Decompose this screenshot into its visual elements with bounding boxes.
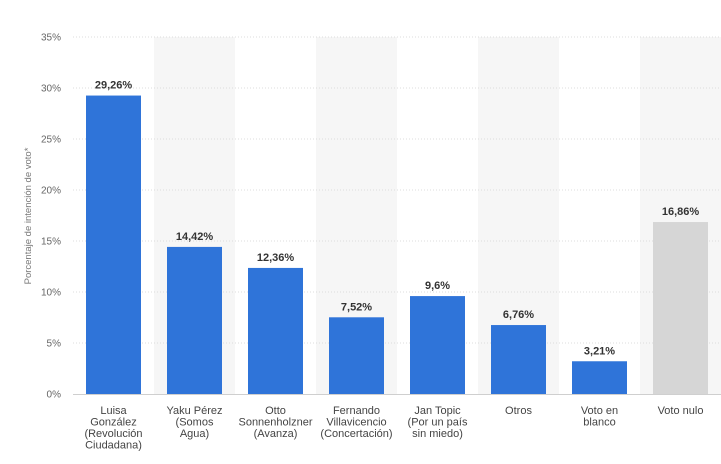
x-tick-label: Jan Topic (Por un país sin miedo) xyxy=(408,405,468,440)
data-label: 3,21% xyxy=(584,345,615,357)
y-tick-label: 10% xyxy=(41,288,61,299)
bar[interactable] xyxy=(329,317,384,394)
x-tick-label: Voto en blanco xyxy=(581,405,618,429)
x-tick-label: Otros xyxy=(505,405,532,417)
y-tick-label: 15% xyxy=(41,237,61,248)
bar[interactable] xyxy=(653,222,708,394)
bar[interactable] xyxy=(86,95,141,394)
data-labels: 29,26% 14,42% 12,36% 7,52% 9,6% 6,76% 3,21% 16,… xyxy=(95,80,700,358)
y-tick-label: 0% xyxy=(47,390,62,401)
data-label: 6,76% xyxy=(503,309,534,321)
y-tick-label: 20% xyxy=(41,186,61,197)
data-label: 7,52% xyxy=(341,301,372,313)
y-tick-label: 5% xyxy=(47,339,62,350)
data-label: 12,36% xyxy=(257,252,295,264)
x-tick-label: Yaku Pérez (Somos Agua) xyxy=(166,405,222,440)
x-tick-label: Fernando Villavicencio (Concertación) xyxy=(320,405,392,440)
x-axis-labels: Luisa González (Revolución Ciudadana) Yaku P… xyxy=(84,405,703,452)
bar[interactable] xyxy=(167,246,222,394)
y-tick-label: 25% xyxy=(41,135,61,146)
y-tick-label: 35% xyxy=(41,33,61,44)
data-label: 16,86% xyxy=(662,206,700,218)
bar[interactable] xyxy=(248,267,303,394)
data-label: 14,42% xyxy=(176,231,214,243)
data-label: 9,6% xyxy=(425,280,450,292)
bar[interactable] xyxy=(410,296,465,394)
x-tick-label: Luisa González (Revolución Ciudadana) xyxy=(84,405,142,452)
bar[interactable] xyxy=(491,325,546,394)
x-tick-label: Otto Sonnenholzner (Avanza) xyxy=(238,405,312,440)
y-axis-title: Porcentaje de intención de voto* xyxy=(23,147,34,284)
x-tick-label: Voto nulo xyxy=(658,405,704,417)
y-tick-label: 30% xyxy=(41,84,61,95)
bars xyxy=(86,95,708,394)
data-label: 29,26% xyxy=(95,80,133,92)
bar[interactable] xyxy=(572,361,627,394)
y-axis-ticks: 0% 5% 10% 15% 20% 25% 30% 35% xyxy=(41,33,61,401)
